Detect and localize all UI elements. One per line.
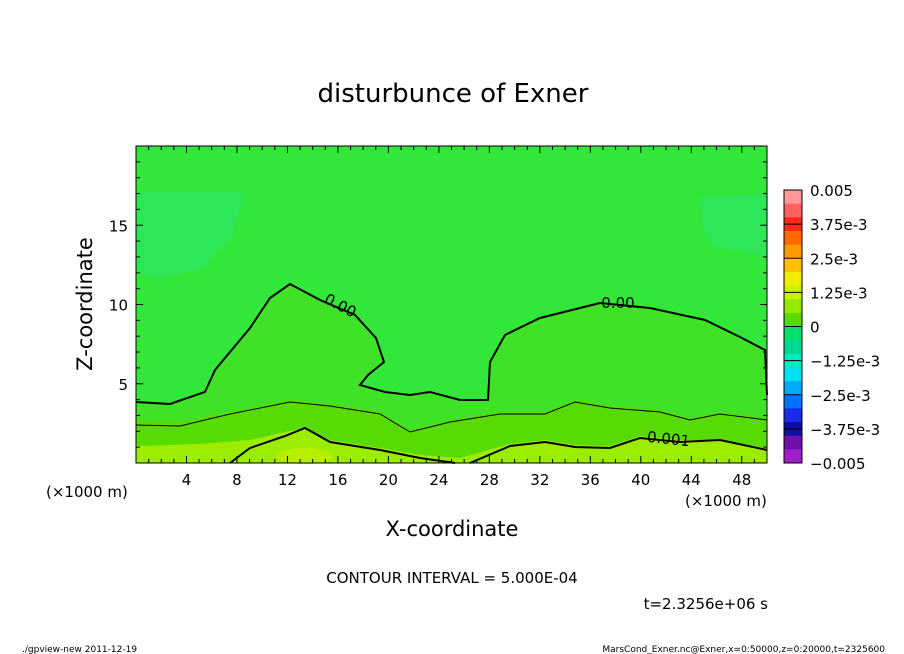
- y-tick-label: 5: [118, 376, 128, 394]
- colorbar-swatch: [784, 367, 802, 382]
- colorbar-swatch: [784, 394, 802, 409]
- colorbar-swatch: [784, 230, 802, 246]
- colorbar-swatch: [784, 190, 802, 205]
- y-axis-title: Z-coordinate: [73, 237, 97, 371]
- colorbar-label: 3.75e-3: [810, 216, 868, 234]
- x-tick-label: 8: [232, 471, 242, 489]
- colorbar-swatch: [784, 299, 802, 314]
- contour-001-left: [229, 426, 456, 464]
- x-axis-title: X-coordinate: [386, 517, 519, 541]
- x-tick-label: 36: [581, 471, 600, 489]
- colorbar-label: −1.25e-3: [810, 353, 880, 371]
- colorbar-swatch: [784, 449, 802, 464]
- field-highlight: [277, 448, 333, 464]
- colorbar: 0.005 3.75e-3 2.5e-3 1.25e-3 0 −1.25e-3 −2.5e-…: [783, 182, 880, 473]
- x-tick-label: 4: [182, 471, 192, 489]
- x-tick-label: 12: [278, 471, 297, 489]
- colorbar-swatch: [784, 258, 802, 273]
- contour-lines: [135, 282, 768, 464]
- colorbar-swatch: [784, 244, 802, 259]
- contour-zero: [135, 282, 768, 406]
- footer-right: MarsCond_Exner.nc@Exner,x=0:50000,z=0:20…: [602, 645, 885, 654]
- colorbar-label: −2.5e-3: [810, 387, 871, 405]
- colorbar-label: 2.5e-3: [810, 250, 858, 268]
- x-tick-label: 20: [379, 471, 398, 489]
- x-tick-label: 16: [328, 471, 347, 489]
- y-tick-label: 15: [109, 217, 128, 235]
- colorbar-swatch: [784, 312, 802, 327]
- chart-title: disturbunce of Exner: [318, 79, 589, 109]
- x-tick-label: 44: [682, 471, 701, 489]
- colorbar-swatch: [784, 435, 802, 450]
- contour-mid: [135, 401, 768, 433]
- x-tick-label: 32: [530, 471, 549, 489]
- contour-label: 0.001: [646, 428, 691, 450]
- contour-interval-text: CONTOUR INTERVAL = 5.000E-04: [326, 569, 577, 587]
- contour-label: 0.00: [601, 294, 634, 312]
- y-axis-ticks: 5 10 15: [109, 161, 767, 448]
- y-tick-label: 10: [109, 297, 128, 315]
- colorbar-swatch: [784, 340, 802, 355]
- colorbar-swatch: [784, 408, 802, 423]
- footer-left: ./gpview-new 2011-12-19: [22, 645, 137, 654]
- field-patch-upper-left: [136, 192, 245, 278]
- contour-001-right: [469, 436, 768, 464]
- x-unit-label-left: (×1000 m): [46, 483, 128, 501]
- x-unit-label-right: (×1000 m): [685, 492, 767, 510]
- colorbar-label: −3.75e-3: [810, 421, 880, 439]
- colorbar-label: 1.25e-3: [810, 284, 868, 302]
- colorbar-swatch: [784, 381, 802, 396]
- colorbar-swatch: [784, 271, 802, 287]
- colorbar-label: −0.005: [810, 455, 866, 473]
- field-patch-upper-right: [700, 194, 767, 256]
- x-tick-label: 24: [429, 471, 448, 489]
- x-axis-ticks: 4 8 12 16 20 24 28 32 36 40 44 48: [148, 146, 755, 489]
- x-tick-label: 28: [480, 471, 499, 489]
- colorbar-label: 0: [810, 319, 820, 337]
- time-text: t=2.3256e+06 s: [644, 595, 769, 613]
- heatmap-field: [136, 146, 767, 464]
- colorbar-label: 0.005: [810, 182, 853, 200]
- colorbar-swatch: [784, 326, 802, 341]
- x-tick-label: 48: [732, 471, 751, 489]
- colorbar-swatch: [784, 203, 802, 218]
- x-tick-label: 40: [631, 471, 650, 489]
